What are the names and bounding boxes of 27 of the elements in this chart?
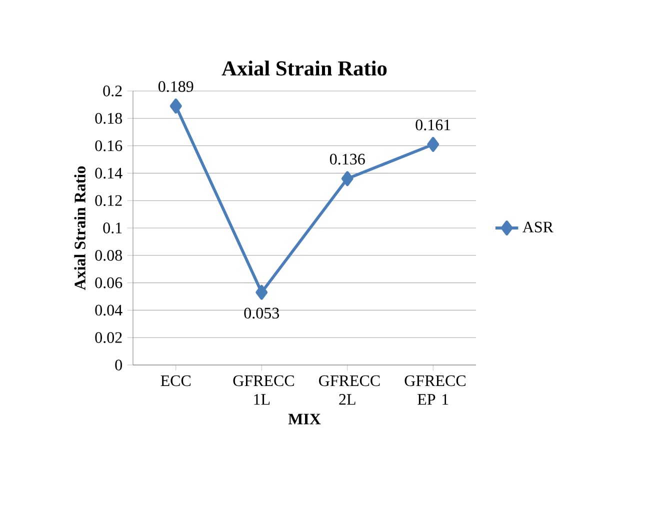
y-tick-label: 0.16	[95, 140, 122, 152]
x-axis-title: MIX	[288, 414, 321, 424]
x-tick-label: GFRECC 1L	[233, 375, 294, 405]
y-tick-label: 0.1	[103, 222, 122, 234]
point	[427, 136, 440, 152]
x-tick-label: GFRECC EP 1	[404, 375, 466, 405]
y-axis-title: Axial Strain Ratio	[74, 166, 86, 290]
data-label: 0.053	[244, 308, 280, 319]
y-tick-label: 0	[115, 360, 122, 370]
chart-title: Axial Strain Ratio	[222, 60, 387, 76]
y-tick-label: 0.2	[103, 86, 122, 96]
data-label: 0.161	[416, 120, 450, 130]
x-tick-label: ECC	[160, 375, 191, 386]
y-tick-label: 0.08	[95, 250, 122, 261]
y-tick-label: 0.02	[95, 332, 122, 344]
point	[256, 284, 268, 300]
y-tick-label: 0.06	[95, 277, 122, 288]
point	[341, 171, 354, 186]
x-tick-label: GFRECC 2L	[319, 375, 380, 405]
y-tick-label: 0.18	[95, 112, 122, 124]
point	[170, 98, 182, 114]
y-tick-label: 0.14	[95, 168, 122, 179]
data-label: 0.136	[330, 154, 365, 165]
y-tick-label: 0.12	[95, 195, 122, 206]
y-tick-label: 0.04	[95, 304, 122, 316]
data-label: 0.189	[158, 81, 194, 92]
legend-label: ASR	[522, 222, 554, 232]
